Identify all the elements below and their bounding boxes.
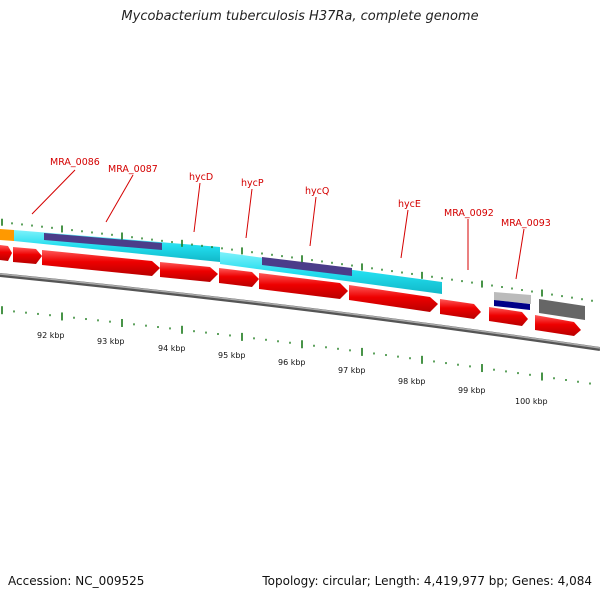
cds-arrow-8 bbox=[440, 299, 481, 319]
scale-label-94: 94 kbp bbox=[158, 344, 186, 353]
genome-backbone-highlight bbox=[0, 273, 600, 349]
genome-backbone bbox=[0, 273, 600, 351]
gene-label-mra-0086: MRA_0086 bbox=[50, 157, 100, 168]
feature-track bbox=[0, 229, 585, 320]
feature-gray-large bbox=[539, 299, 585, 320]
genome-title: Mycobacterium tuberculosis H37Ra, comple… bbox=[121, 9, 479, 24]
scale-label-100: 100 kbp bbox=[515, 397, 548, 406]
feature-orange bbox=[0, 229, 14, 241]
cds-arrow-9 bbox=[489, 307, 528, 326]
leader-mra-0093 bbox=[515, 228, 525, 280]
scale-label-95: 95 kbp bbox=[218, 351, 246, 360]
domain-bar-2 bbox=[262, 257, 352, 276]
gene-leaders bbox=[31, 169, 525, 280]
leader-hyce bbox=[400, 209, 409, 259]
gene-label-hyce: hycE bbox=[398, 199, 421, 210]
cds-track bbox=[0, 245, 581, 336]
cds-arrow-1 bbox=[0, 245, 12, 261]
cds-arrow-3 bbox=[42, 250, 160, 276]
scale-tick-row bbox=[1, 306, 591, 385]
leader-hycd bbox=[193, 182, 201, 233]
cds-arrow-2 bbox=[13, 247, 42, 264]
leader-mra-0086 bbox=[31, 169, 76, 215]
gene-label-mra-0093: MRA_0093 bbox=[501, 218, 551, 229]
cds-arrow-6 bbox=[259, 273, 348, 299]
accession-label: Accession: NC_009525 bbox=[8, 574, 145, 588]
scale-label-99: 99 kbp bbox=[458, 386, 486, 395]
leader-hycq bbox=[309, 196, 317, 247]
gene-labels: MRA_0086 MRA_0087 hycD hycP hycQ hycE MR… bbox=[50, 157, 551, 229]
scale-label-97: 97 kbp bbox=[338, 366, 366, 375]
scale-labels: 92 kbp 93 kbp 94 kbp 95 kbp 96 kbp 97 kb… bbox=[37, 331, 548, 406]
feature-navy-small bbox=[494, 300, 530, 310]
cds-arrow-4 bbox=[160, 262, 218, 282]
gene-label-hycp: hycP bbox=[241, 178, 264, 189]
gene-label-mra-0092: MRA_0092 bbox=[444, 208, 494, 219]
scale-label-93: 93 kbp bbox=[97, 337, 125, 346]
feature-gray-small bbox=[494, 292, 531, 304]
genome-summary: Topology: circular; Length: 4,419,977 bp… bbox=[262, 574, 592, 588]
scale-label-92: 92 kbp bbox=[37, 331, 65, 340]
cds-arrow-10 bbox=[535, 315, 581, 336]
cds-arrow-7 bbox=[349, 285, 438, 312]
gene-label-hycq: hycQ bbox=[305, 186, 329, 197]
upper-tick-row bbox=[1, 218, 593, 302]
gene-label-mra-0087: MRA_0087 bbox=[108, 164, 158, 175]
scale-label-96: 96 kbp bbox=[278, 358, 306, 367]
cds-arrow-5 bbox=[219, 268, 259, 287]
leader-mra-0087 bbox=[105, 174, 134, 223]
leader-hycp bbox=[245, 188, 253, 239]
domain-bar-1 bbox=[44, 233, 162, 250]
scale-label-98: 98 kbp bbox=[398, 377, 426, 386]
gene-label-hycd: hycD bbox=[189, 172, 213, 183]
